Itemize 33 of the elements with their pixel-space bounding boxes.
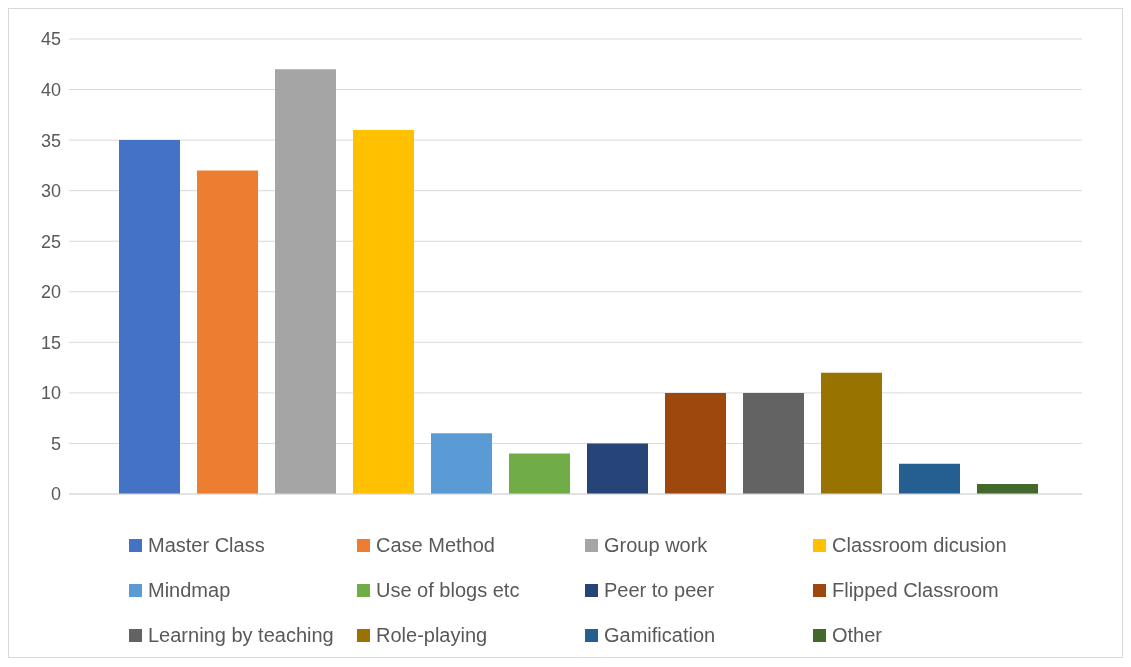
y-tick-label: 35 — [40, 130, 61, 151]
bar — [353, 130, 414, 494]
legend-label: Group work — [604, 534, 708, 557]
bar — [821, 372, 882, 494]
legend-label: Master Class — [148, 534, 265, 557]
bar — [587, 443, 648, 494]
y-tick-label: 45 — [40, 29, 61, 50]
legend-label: Peer to peer — [604, 579, 715, 602]
y-tick-label: 15 — [40, 332, 61, 353]
y-tick-label: 10 — [40, 383, 61, 404]
bar — [743, 392, 804, 494]
legend-label: Gamification — [604, 624, 716, 647]
y-tick-label: 40 — [40, 79, 61, 100]
legend-label: Mindmap — [148, 579, 231, 602]
bar — [119, 140, 180, 494]
legend-label: Role-playing — [376, 624, 488, 647]
legend-label: Other — [832, 624, 883, 647]
y-tick-label: 0 — [50, 484, 61, 505]
y-tick-label: 20 — [40, 282, 61, 303]
bar — [275, 69, 336, 494]
legend-label: Learning by teaching — [148, 624, 334, 647]
y-tick-label: 25 — [40, 231, 61, 252]
bar — [197, 170, 258, 494]
legend-label: Case Method — [376, 534, 495, 557]
y-tick-label: 30 — [40, 181, 61, 202]
legend-label: Classroom dicusion — [832, 534, 1007, 557]
bar — [509, 453, 570, 494]
legend-label: Flipped Classroom — [832, 579, 999, 602]
bar — [899, 463, 960, 494]
bar — [431, 433, 492, 494]
bar — [665, 392, 726, 494]
y-tick-label: 5 — [50, 433, 61, 454]
legend-label: Use of blogs etc — [376, 579, 520, 602]
